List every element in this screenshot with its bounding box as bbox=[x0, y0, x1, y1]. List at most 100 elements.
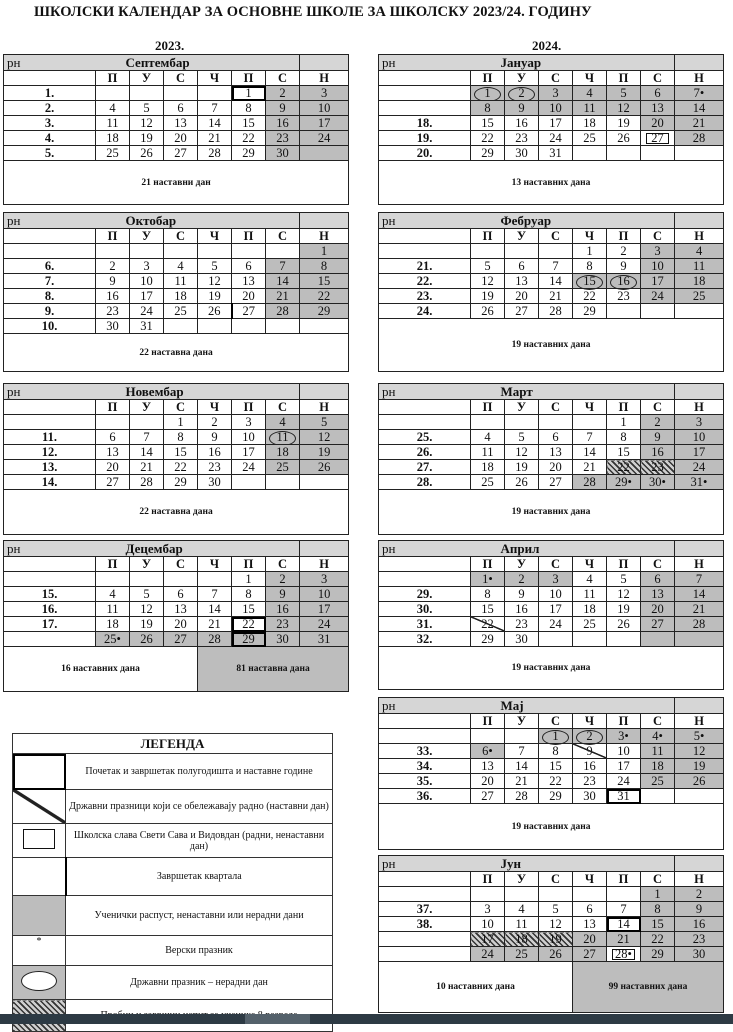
month-name: Јун bbox=[500, 855, 522, 871]
day-cell: 20 bbox=[583, 932, 596, 946]
day-cell: 10 bbox=[549, 101, 562, 115]
day-cell: 13 bbox=[651, 101, 664, 115]
day-cell: 11 bbox=[583, 101, 596, 115]
day-cell: 22 bbox=[617, 460, 630, 474]
day-cell: 19 bbox=[617, 602, 630, 616]
day-cell: 28 bbox=[583, 475, 596, 489]
day-cell: 7 bbox=[211, 101, 218, 115]
month-2: рн Новембар П У С Ч П С Н 1 2 3 4 5 11. 6 7 8 9 10 11 12 12. 13… bbox=[2, 383, 350, 535]
week-row: 1 2 3• 4• 5• bbox=[378, 728, 725, 745]
day-cell: 8 bbox=[320, 259, 328, 273]
week-row: 1• 2 3 4 5 6 7 bbox=[378, 571, 725, 587]
day-cell: 27 bbox=[651, 617, 664, 631]
legend-text: Завршетак квартала bbox=[156, 871, 242, 882]
day-cell: 6 bbox=[654, 572, 661, 586]
weekday-label: С bbox=[652, 71, 663, 85]
month-name: Мај bbox=[500, 697, 524, 713]
day-cell: 12 bbox=[549, 917, 562, 931]
week-row: 37. 3 4 5 6 7 8 9 bbox=[378, 901, 724, 917]
weekday-label: Н bbox=[319, 71, 329, 85]
day-cell: 11 bbox=[481, 445, 494, 459]
day-cell: 28 bbox=[692, 131, 706, 145]
week-row: 36. 27 28 29 30 31 bbox=[378, 788, 725, 804]
week-row: 35. 20 21 22 23 24 25 26 bbox=[378, 773, 725, 789]
day-cell: 17 bbox=[242, 445, 255, 459]
day-cell: 27 bbox=[242, 304, 256, 318]
legend-text: Школска слава Свети Сава и Видовдан (рад… bbox=[73, 829, 325, 852]
day-cell: 20 bbox=[651, 602, 664, 616]
day-cell: 25 bbox=[692, 289, 706, 303]
week-row: 38. 10 11 12 13 14 15 16 bbox=[378, 916, 724, 932]
week-row: 8. 16 17 18 19 20 21 22 bbox=[3, 288, 350, 304]
week-number: 34. bbox=[416, 759, 433, 773]
weekday-label: П bbox=[482, 71, 493, 85]
week-number: 31. bbox=[416, 617, 433, 631]
day-cell: 29 bbox=[549, 789, 562, 803]
taskbar-item[interactable] bbox=[245, 1014, 310, 1024]
weekday-label: П bbox=[618, 872, 629, 886]
week-row: 25. 4 5 6 7 8 9 10 bbox=[378, 429, 724, 445]
day-cell: 2 bbox=[279, 572, 286, 586]
day-cell: 3 bbox=[552, 572, 559, 586]
day-cell: 8 bbox=[177, 430, 184, 444]
weekday-label: Н bbox=[694, 872, 704, 886]
day-cell: 23 bbox=[583, 774, 596, 788]
day-cell: 23 bbox=[692, 932, 706, 946]
day-cell: 5• bbox=[693, 729, 705, 743]
week-row: 17. 18 19 20 21 22 23 24 bbox=[3, 616, 350, 632]
week-row: 1 2 3 4 5 bbox=[3, 414, 350, 430]
day-cell: 26 bbox=[692, 774, 706, 788]
day-cell: 9 bbox=[620, 259, 627, 273]
day-cell: 23 bbox=[276, 131, 289, 145]
day-cell: 20 bbox=[481, 774, 494, 788]
day-cell: 12 bbox=[617, 101, 630, 115]
weekday-label: С bbox=[550, 71, 561, 85]
day-cell: 10 bbox=[617, 744, 630, 758]
week-row: 15. 4 5 6 7 8 9 10 bbox=[3, 586, 350, 602]
day-cell: 5 bbox=[518, 430, 525, 444]
weekday-label: Н bbox=[319, 400, 329, 414]
legend-text: Ученички распуст, ненаставни или нерадни… bbox=[94, 910, 304, 921]
day-cell: 5 bbox=[143, 101, 150, 115]
day-cell: 17 bbox=[317, 602, 331, 616]
day-cell: 10 bbox=[651, 259, 664, 273]
weekday-label: С bbox=[278, 557, 288, 571]
day-cell: 2 bbox=[586, 729, 593, 743]
week-row: 32. 29 30 bbox=[378, 631, 725, 647]
day-cell: 13 bbox=[651, 587, 664, 601]
day-cell: 24 bbox=[481, 947, 494, 961]
weekday-label: С bbox=[175, 400, 186, 414]
month-1: рн Октобар П У С Ч П С Н 1 6. 2 3 4 5 6 7 8 7. 9 10 11 12 13 14 1… bbox=[2, 212, 350, 372]
week-row: 1 bbox=[3, 243, 350, 259]
day-cell: 16 bbox=[515, 602, 528, 616]
day-cell: 26 bbox=[481, 304, 494, 318]
day-cell: 11 bbox=[174, 274, 187, 288]
day-cell: 9 bbox=[586, 744, 593, 758]
day-cell: 10 bbox=[140, 274, 153, 288]
day-cell: 18 bbox=[692, 274, 706, 288]
day-cell: 11 bbox=[276, 430, 289, 444]
day-cell: 9 bbox=[279, 101, 286, 115]
teaching-days-count: 10 наставних дана bbox=[436, 982, 515, 992]
day-cell: 1 bbox=[245, 572, 252, 586]
weekday-label: У bbox=[141, 400, 152, 414]
day-cell: 25 bbox=[174, 304, 187, 318]
weekday-label: С bbox=[550, 714, 561, 728]
day-cell: 15 bbox=[583, 274, 596, 288]
day-cell: 30 bbox=[106, 319, 119, 333]
day-cell: 18 bbox=[583, 116, 596, 130]
day-cell: 10 bbox=[317, 587, 331, 601]
day-cell: 21 bbox=[549, 289, 562, 303]
day-cell: 6 bbox=[552, 430, 559, 444]
day-cell: 4 bbox=[109, 101, 116, 115]
day-cell: 1 bbox=[177, 415, 184, 429]
day-cell: 20 bbox=[242, 289, 255, 303]
weekday-label: Н bbox=[694, 557, 704, 571]
day-cell: 29 bbox=[174, 475, 187, 489]
weekday-label: Ч bbox=[209, 71, 220, 85]
day-cell: 29• bbox=[615, 475, 632, 489]
week-row: 13. 20 21 22 23 24 25 26 bbox=[3, 459, 350, 475]
weekday-label: П bbox=[107, 400, 118, 414]
weekday-label: П bbox=[618, 714, 629, 728]
day-cell: 9 bbox=[211, 430, 218, 444]
